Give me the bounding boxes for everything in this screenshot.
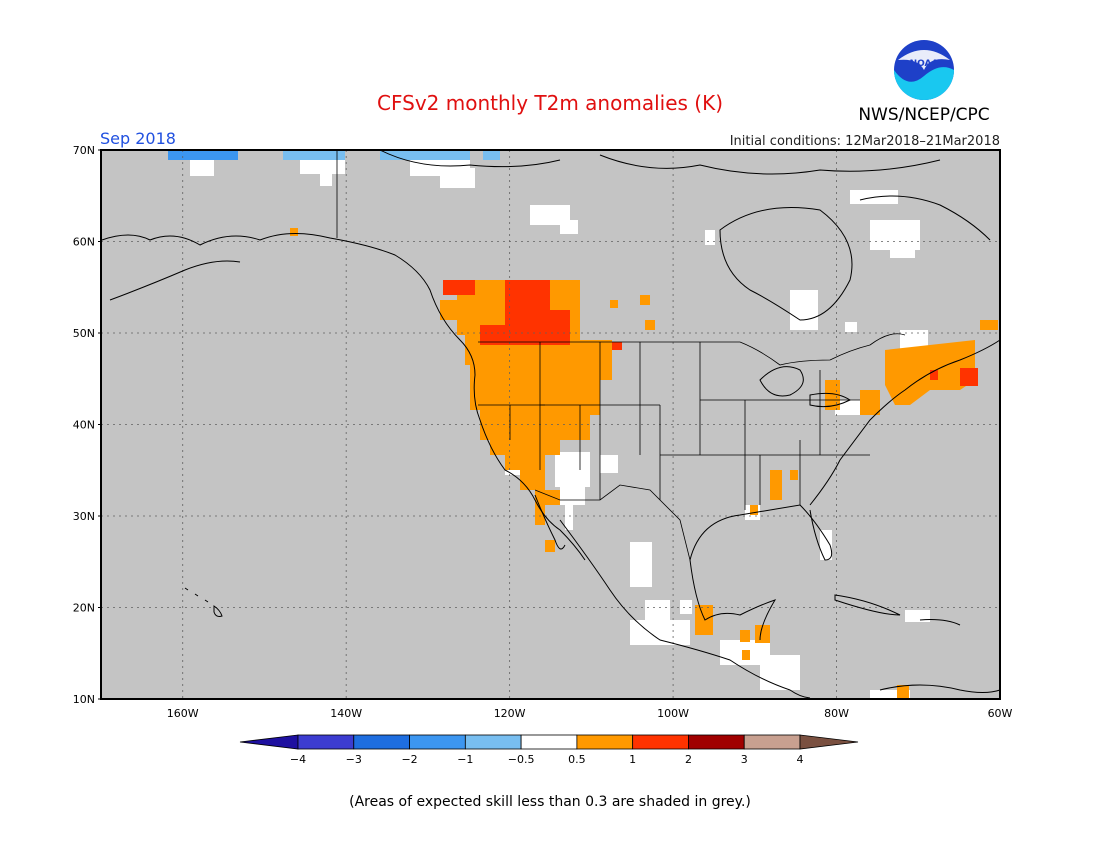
colorbar-label: 4 (797, 753, 804, 766)
colorbar-label: 0.5 (568, 753, 586, 766)
lon-tick-label: 80W (824, 707, 849, 720)
lat-tick-label: 30N (73, 510, 95, 523)
colorbar-swatch (632, 734, 689, 750)
colorbar-label: −1 (457, 753, 473, 766)
colorbar: −4 −3 −2 −1 −0.5 0.5 1 2 3 4 (239, 734, 859, 766)
colorbar-label: 3 (741, 753, 748, 766)
colorbar-swatch (743, 734, 801, 750)
lon-tick-label: 100W (657, 707, 689, 720)
colorbar-swatch (688, 734, 745, 750)
skill-footnote: (Areas of expected skill less than 0.3 a… (349, 794, 751, 810)
colorbar-swatch (520, 734, 578, 750)
colorbar-min-arrow (239, 734, 299, 750)
lat-tick-label: 10N (73, 693, 95, 706)
colorbar-swatch (576, 734, 634, 750)
lat-tick-label: 60N (73, 236, 95, 249)
political-borders (336, 150, 906, 561)
lat-tick-label: 50N (73, 327, 95, 340)
latitude-labels: 70N 60N 50N 40N 30N 20N 10N (73, 144, 101, 706)
colorbar-label: −4 (290, 753, 306, 766)
agency-label: NWS/NCEP/CPC (858, 105, 989, 125)
month-label: Sep 2018 (100, 129, 176, 148)
noaa-logo-icon: NOAA (894, 40, 954, 100)
colorbar-label: 1 (629, 753, 636, 766)
longitude-labels: 160W 140W 120W 100W 80W 60W (167, 707, 1013, 720)
lat-tick-label: 20N (73, 602, 95, 615)
colorbar-swatch (464, 734, 522, 750)
lat-tick-label: 40N (73, 419, 95, 432)
cool-anomaly-areas (168, 150, 500, 160)
colorbar-label: −2 (401, 753, 417, 766)
logo-text: NOAA (910, 59, 939, 69)
lat-tick-label: 70N (73, 144, 95, 157)
colorbar-max-arrow (799, 734, 859, 750)
coastlines (101, 149, 1001, 699)
map-panel (100, 149, 1001, 700)
lon-tick-label: 120W (494, 707, 526, 720)
colorbar-swatch (297, 734, 355, 750)
lon-tick-label: 160W (167, 707, 199, 720)
hot-anomaly-areas (443, 280, 978, 386)
lon-tick-label: 140W (330, 707, 362, 720)
colorbar-label: −0.5 (508, 753, 535, 766)
figure-title: CFSv2 monthly T2m anomalies (K) (377, 91, 723, 115)
colorbar-swatch (353, 734, 410, 750)
colorbar-swatch (409, 734, 466, 750)
colorbar-label: 2 (685, 753, 692, 766)
initial-conditions-label: Initial conditions: 12Mar2018–21Mar2018 (730, 134, 1000, 149)
lon-tick-label: 60W (988, 707, 1013, 720)
colorbar-label: −3 (346, 753, 362, 766)
near-normal-areas (190, 160, 930, 700)
